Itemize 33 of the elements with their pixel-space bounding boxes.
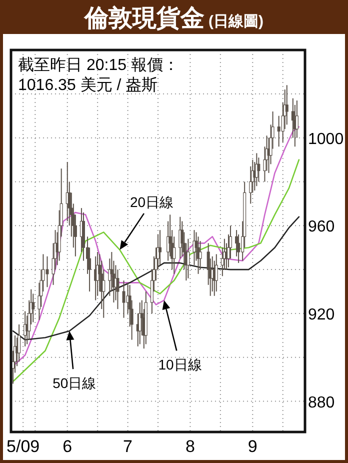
candlestick — [186, 238, 190, 279]
y-tick-label: 1000 — [308, 130, 344, 148]
candlestick — [285, 84, 288, 126]
line-series — [12, 216, 300, 340]
candlestick — [46, 256, 49, 288]
candlestick — [32, 293, 35, 323]
chart-title: 倫敦現貨金 — [84, 5, 204, 32]
annotation: 1016.35 美元 / 盎斯 — [18, 76, 158, 94]
candlestick — [257, 157, 260, 182]
candlestick — [138, 302, 142, 345]
candlestick — [214, 254, 218, 292]
candlestick — [192, 230, 196, 266]
annotation: 20日線 — [130, 194, 174, 210]
x-tick-label: 6 — [62, 437, 72, 456]
candlestick — [116, 269, 120, 310]
candlestick — [277, 115, 280, 148]
x-tick-label: 9 — [248, 437, 258, 456]
candlestick — [198, 240, 202, 270]
chart-subtitle: (日線圖) — [208, 13, 264, 30]
y-tick-label: 880 — [308, 394, 335, 412]
x-tick-label: 7 — [123, 437, 133, 456]
annotation: 截至昨日 20:15 報價： — [18, 56, 179, 74]
x-tick-label: 5/09 — [6, 437, 40, 456]
candlestick — [158, 230, 162, 266]
y-tick-label: 960 — [308, 218, 335, 236]
y-tick-label: 920 — [308, 306, 335, 324]
x-tick-label: 8 — [185, 437, 195, 456]
candlestick — [196, 236, 200, 274]
candlestick — [122, 280, 126, 318]
annotation: 10日線 — [158, 356, 202, 372]
candlestick — [18, 324, 21, 362]
candlestick — [237, 234, 240, 264]
annotation: 50日線 — [52, 375, 96, 392]
